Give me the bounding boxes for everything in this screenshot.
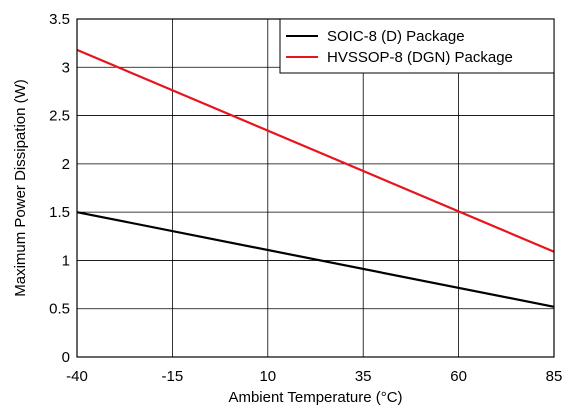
y-tick-label: 2.5: [49, 108, 70, 125]
series-lines: [76, 48, 555, 308]
y-tick-label: 0.5: [49, 301, 70, 318]
x-axis-label: Ambient Temperature (°C): [228, 389, 402, 406]
legend-box: [279, 18, 555, 74]
x-tick-label: 10: [259, 368, 276, 385]
x-tick-label: -40: [66, 368, 88, 385]
y-tick-label: 3: [62, 59, 70, 76]
series-line-1: [76, 48, 555, 253]
y-tick-label: 2: [62, 156, 70, 173]
y-tick-label: 0: [62, 349, 70, 366]
legend-label-soic: SOIC-8 (D) Package: [327, 28, 465, 45]
x-tick-label: 35: [355, 368, 372, 385]
x-tick-label: -15: [162, 368, 184, 385]
series-line-0: [76, 211, 555, 308]
y-tick-label: 1.5: [49, 204, 70, 221]
x-tick-labels: -40 -15 10 35 60 85: [66, 368, 562, 385]
y-axis-label: Maximum Power Dissipation (W): [12, 79, 29, 297]
y-tick-label: 3.5: [49, 11, 70, 28]
x-tick-label: 85: [546, 368, 563, 385]
y-tick-label: 1: [62, 252, 70, 269]
x-tick-label: 60: [450, 368, 467, 385]
y-tick-labels: 0 0.5 1 1.5 2 2.5 3 3.5: [49, 11, 70, 366]
legend: SOIC-8 (D) Package HVSSOP-8 (DGN) Packag…: [279, 18, 555, 74]
legend-label-hvssop: HVSSOP-8 (DGN) Package: [327, 49, 513, 66]
